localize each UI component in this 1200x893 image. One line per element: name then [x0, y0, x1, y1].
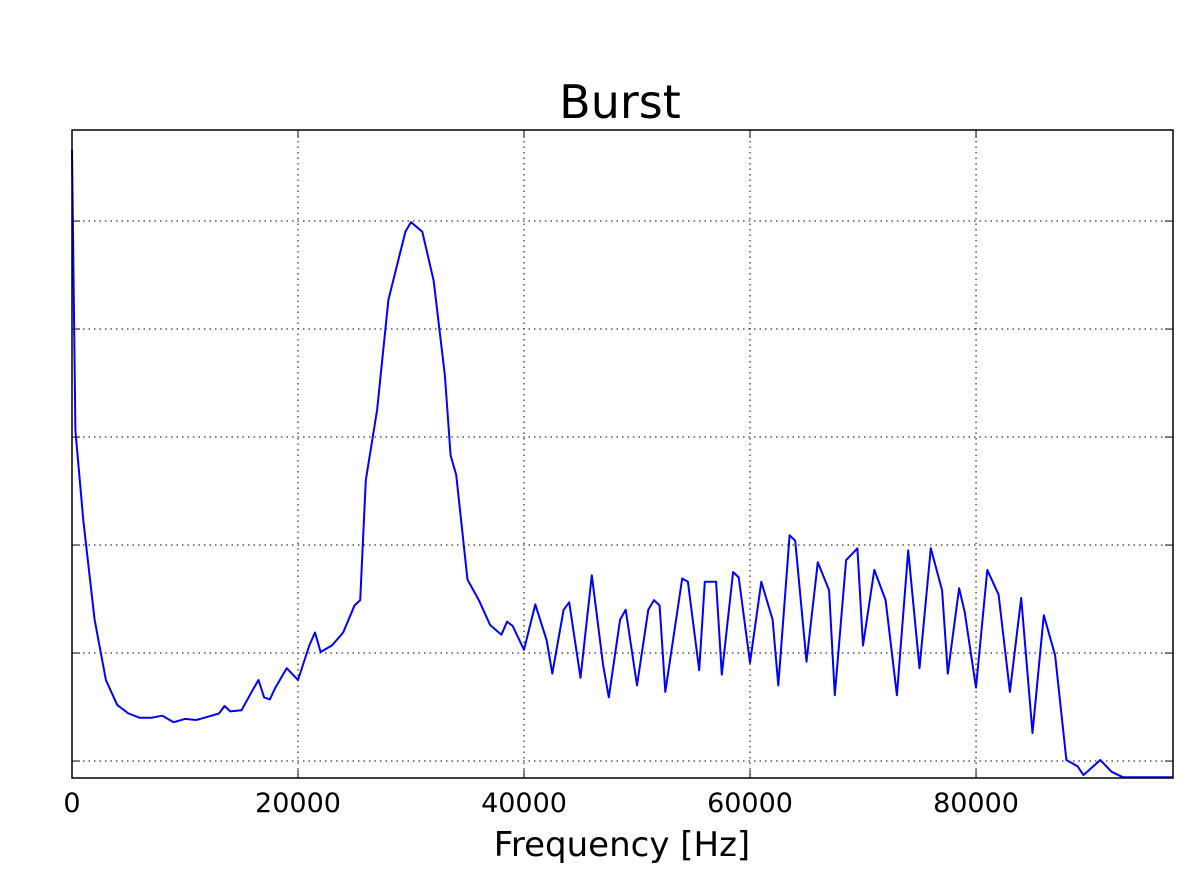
- plot-frame: [71, 129, 1174, 779]
- x-axis-label: Frequency [Hz]: [494, 825, 750, 865]
- x-tick-label: 0: [63, 788, 80, 819]
- data-line: [71, 149, 1173, 779]
- x-tick-label: 80000: [933, 788, 1019, 819]
- chart-title: Burst: [559, 75, 681, 129]
- x-tick-label: 40000: [481, 788, 567, 819]
- x-tick-label: 60000: [707, 788, 793, 819]
- x-tick-label: 20000: [255, 788, 341, 819]
